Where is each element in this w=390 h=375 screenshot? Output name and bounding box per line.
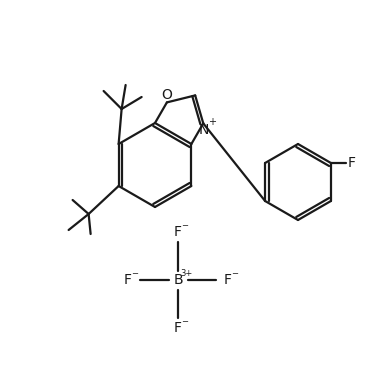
Text: F: F <box>124 273 132 287</box>
Text: N: N <box>199 123 209 137</box>
Text: O: O <box>161 88 172 102</box>
Text: −: − <box>181 318 188 327</box>
Text: F: F <box>224 273 232 287</box>
Text: 3+: 3+ <box>180 268 192 278</box>
Text: −: − <box>232 270 239 279</box>
Text: F: F <box>174 321 182 335</box>
Text: −: − <box>131 270 138 279</box>
Text: −: − <box>181 222 188 231</box>
Text: F: F <box>174 225 182 239</box>
Text: B: B <box>173 273 183 287</box>
Text: +: + <box>208 117 216 128</box>
Text: F: F <box>348 156 356 170</box>
